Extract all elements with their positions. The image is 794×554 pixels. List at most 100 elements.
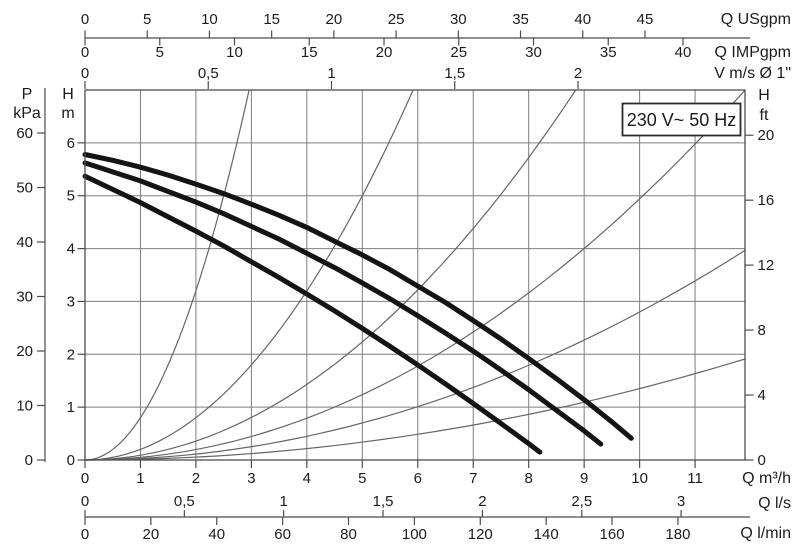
axis-title-head-m: m xyxy=(61,105,74,122)
tick-label-impgpm: 10 xyxy=(226,44,243,61)
tick-label-impgpm: 15 xyxy=(301,44,318,61)
tick-label-m3h: 10 xyxy=(631,470,648,487)
system-curves-layer xyxy=(84,89,746,461)
tick-label-usgpm: 5 xyxy=(143,11,151,28)
tick-label-usgpm: 40 xyxy=(574,11,591,28)
tick-label-m3h: 4 xyxy=(303,470,311,487)
axis-title-head-h: H xyxy=(62,86,74,103)
tick-label-ft: 12 xyxy=(758,257,775,274)
tick-label-m3h: 0 xyxy=(81,470,89,487)
tick-label-impgpm: 35 xyxy=(600,44,617,61)
tick-label-impgpm: 25 xyxy=(450,44,467,61)
tick-label-m: 2 xyxy=(67,346,75,363)
tick-label-m: 4 xyxy=(67,241,75,258)
tick-label-lmin: 180 xyxy=(665,526,690,543)
tick-label-impgpm: 40 xyxy=(675,44,692,61)
tick-label-m: 6 xyxy=(67,135,75,152)
tick-label-v_ms: 1 xyxy=(327,65,335,82)
tick-label-ft: 16 xyxy=(758,192,775,209)
tick-label-m: 0 xyxy=(67,452,75,469)
axis-title-impgpm: Q IMPgpm xyxy=(715,44,791,61)
tick-label-ft: 4 xyxy=(758,387,766,404)
tick-label-lmin: 160 xyxy=(600,526,625,543)
tick-label-lmin: 100 xyxy=(402,526,427,543)
tick-label-m3h: 7 xyxy=(469,470,477,487)
axis-title-m3h: Q m³/h xyxy=(742,470,791,487)
tick-label-m3h: 11 xyxy=(687,470,703,487)
system-curve xyxy=(84,358,746,461)
tick-label-kpa: 60 xyxy=(16,125,33,142)
tick-label-m: 5 xyxy=(67,188,75,205)
grid-layer xyxy=(85,90,745,460)
tick-label-usgpm: 10 xyxy=(201,11,218,28)
tick-label-v_ms: 1,5 xyxy=(444,65,465,82)
tick-label-ls: 1 xyxy=(280,493,288,510)
tick-label-usgpm: 30 xyxy=(450,11,467,28)
pump-curve-low-speed xyxy=(82,173,543,455)
tick-label-m: 3 xyxy=(67,293,75,310)
tick-label-ls: 2,5 xyxy=(571,493,592,510)
tick-label-kpa: 0 xyxy=(25,452,33,469)
tick-label-m3h: 6 xyxy=(414,470,422,487)
tick-label-usgpm: 20 xyxy=(326,11,343,28)
axis-title-lmin: Q l/min xyxy=(740,525,791,542)
tick-label-lmin: 60 xyxy=(274,526,291,543)
system-curve xyxy=(84,89,414,461)
pump-curve-mid-speed xyxy=(82,160,604,447)
axes-layer: 0 5 10 15 20 25 30 35 40 450 5 10 15 20 25 30 35 400 0,5 1 1… xyxy=(16,11,774,543)
tick-label-m3h: 5 xyxy=(358,470,366,487)
tick-label-impgpm: 20 xyxy=(376,44,393,61)
tick-label-ft: 8 xyxy=(758,322,766,339)
tick-label-lmin: 40 xyxy=(208,526,225,543)
tick-label-ft: 0 xyxy=(758,452,766,469)
tick-label-usgpm: 45 xyxy=(637,11,654,28)
tick-label-kpa: 40 xyxy=(16,234,33,251)
axis-title-head-h-right: H xyxy=(758,87,770,104)
voltage-rating-box: 230 V~ 50 Hz xyxy=(621,102,742,137)
tick-label-m3h: 3 xyxy=(247,470,255,487)
axis-title-usgpm: Q USgpm xyxy=(721,11,791,28)
axis-title-pressure-kpa: kPa xyxy=(13,105,41,122)
tick-label-kpa: 50 xyxy=(16,180,33,197)
tick-label-kpa: 10 xyxy=(16,398,33,415)
tick-label-ft: 20 xyxy=(758,127,775,144)
tick-label-impgpm: 0 xyxy=(81,44,89,61)
axis-title-pressure-p: P xyxy=(22,86,33,103)
tick-label-lmin: 0 xyxy=(81,526,89,543)
tick-label-lmin: 20 xyxy=(143,526,160,543)
system-curve xyxy=(84,89,577,461)
tick-label-v_ms: 0 xyxy=(81,65,89,82)
tick-label-ls: 1,5 xyxy=(373,493,394,510)
system-curve xyxy=(84,89,250,461)
voltage-rating-border xyxy=(621,102,742,137)
tick-label-v_ms: 2 xyxy=(574,65,582,82)
axis-title-velocity: V m/s Ø 1" xyxy=(714,65,791,82)
tick-label-impgpm: 30 xyxy=(525,44,542,61)
tick-label-v_ms: 0,5 xyxy=(198,65,219,82)
tick-label-ls: 0,5 xyxy=(174,493,195,510)
axis-title-head-ft: ft xyxy=(760,107,769,124)
pump-curve-high-speed xyxy=(82,152,634,441)
pump-curves-layer xyxy=(82,152,634,455)
tick-label-usgpm: 35 xyxy=(512,11,529,28)
tick-label-usgpm: 25 xyxy=(388,11,405,28)
plot-border xyxy=(84,89,746,461)
voltage-rating-label: 230 V~ 50 Hz xyxy=(627,110,737,130)
system-curve xyxy=(84,89,746,461)
tick-label-m3h: 2 xyxy=(192,470,200,487)
tick-label-usgpm: 0 xyxy=(81,11,89,28)
tick-label-kpa: 20 xyxy=(16,343,33,360)
tick-label-lmin: 140 xyxy=(534,526,559,543)
tick-label-m3h: 9 xyxy=(580,470,588,487)
system-curve xyxy=(84,249,746,461)
tick-label-ls: 3 xyxy=(677,493,685,510)
tick-label-lmin: 120 xyxy=(468,526,493,543)
tick-label-m3h: 8 xyxy=(525,470,533,487)
axis-title-ls: Q l/s xyxy=(758,495,791,512)
tick-label-lmin: 80 xyxy=(340,526,357,543)
tick-label-m3h: 1 xyxy=(136,470,144,487)
tick-label-kpa: 30 xyxy=(16,289,33,306)
tick-label-ls: 2 xyxy=(478,493,486,510)
